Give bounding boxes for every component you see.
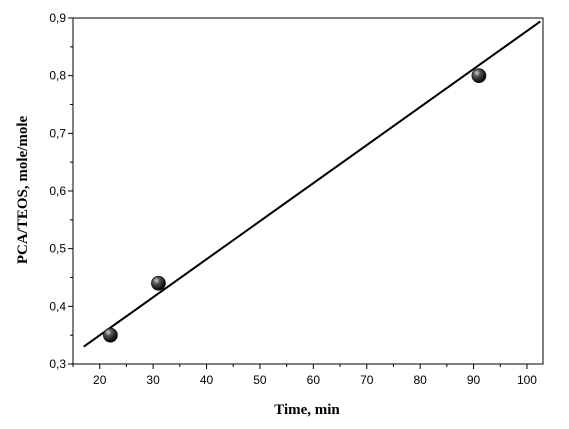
x-tick-label: 20 — [93, 373, 107, 387]
x-tick-label: 60 — [307, 373, 321, 387]
y-tick-label: 0,5 — [49, 242, 66, 256]
y-tick-label: 0,7 — [49, 126, 66, 140]
y-tick-label: 0,4 — [49, 299, 66, 313]
x-tick-label: 50 — [253, 373, 267, 387]
x-tick-label: 90 — [467, 373, 481, 387]
x-axis-title: Time, min — [274, 402, 340, 418]
data-point — [102, 327, 118, 343]
y-tick-label: 0,6 — [49, 184, 66, 198]
data-point — [471, 68, 487, 84]
y-tick-label: 0,9 — [49, 11, 66, 25]
x-tick-label: 40 — [200, 373, 214, 387]
y-tick-label: 0,8 — [49, 69, 66, 83]
data-point — [151, 275, 166, 291]
x-tick-label: 80 — [413, 373, 427, 387]
y-tick-label: 0,3 — [49, 357, 66, 371]
y-axis-title: PCA/TEOS, mole/mole — [15, 115, 31, 264]
x-tick-label: 70 — [360, 373, 374, 387]
x-tick-label: 100 — [517, 373, 537, 387]
x-tick-label: 30 — [146, 373, 160, 387]
fit-line — [83, 20, 541, 348]
